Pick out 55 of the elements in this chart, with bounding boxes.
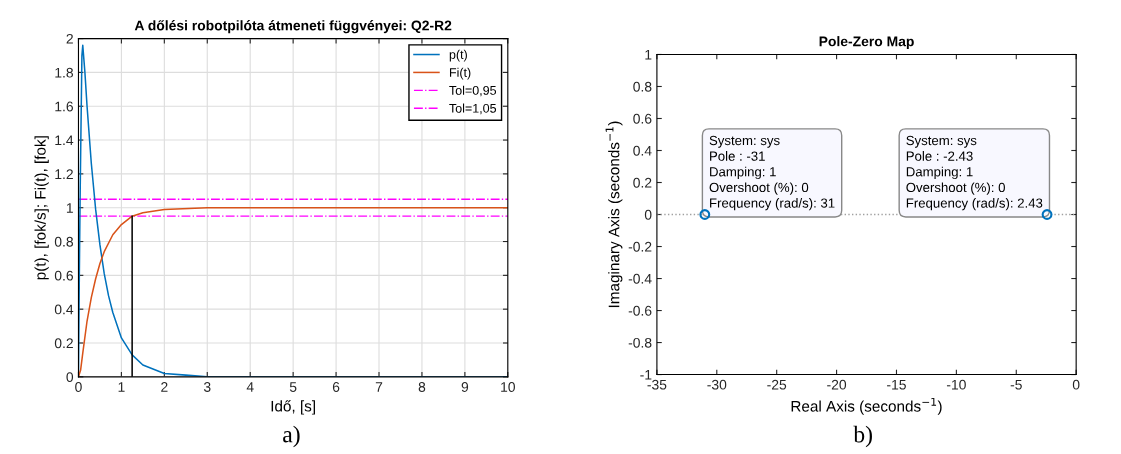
x-tick-label: 9	[461, 382, 469, 392]
x-tick-label: 2	[161, 382, 168, 392]
x-tick-label: 6	[332, 382, 340, 392]
x-tick-label: 5	[289, 382, 297, 392]
x-axis-title: Real Axis (seconds$^{−1}$)	[791, 397, 942, 415]
y-tick-label: 1.6	[55, 101, 73, 112]
y-tick-label: 1	[645, 49, 652, 60]
x-tick-label: 8	[418, 382, 426, 392]
legend-label: Fi(t)	[449, 67, 471, 80]
y-tick-label: 1.4	[55, 135, 74, 146]
x-tick-label: -20	[827, 379, 847, 390]
y-tick-label: -0.8	[628, 337, 652, 348]
y-tick-label: 1.2	[55, 169, 73, 179]
y-tick-label: 0.4	[633, 145, 652, 156]
x-tick-label: -25	[767, 379, 787, 390]
y-tick-label: -1	[640, 370, 652, 380]
y-tick-label: -0.4	[628, 273, 652, 284]
y-axis-title: p(t), [fok/s]; Fi(t), [fok]	[34, 136, 49, 280]
y-tick-label: 0.6	[633, 113, 652, 124]
x-tick-label: -35	[647, 379, 667, 390]
x-tick-label: -5	[1010, 379, 1022, 390]
y-axis-title: Imaginary Axis (seconds$^{−1}$)	[605, 121, 623, 308]
y-tick-label: -0.6	[628, 305, 652, 316]
x-tick-label: 4	[246, 382, 254, 392]
y-tick-label: 0.4	[54, 304, 74, 315]
y-tick-label: 0.2	[633, 177, 652, 188]
legend-label: Tol=1,05	[449, 103, 497, 115]
y-tick-label: 0.6	[54, 270, 73, 281]
y-tick-label: 0.8	[54, 236, 74, 247]
annotation: System: sys Pole : -2.43 Damping: 1 Overshoot (%): 0 Frequency (rad/s): 2.43	[906, 135, 1043, 211]
x-tick-label: 7	[375, 382, 383, 392]
y-tick-label: 0.8	[633, 81, 652, 92]
x-tick-label: -15	[887, 379, 906, 390]
x-tick-label: -10	[946, 379, 966, 390]
x-tick-label: 0	[75, 382, 82, 392]
chart-title: Pole-Zero Map	[819, 36, 914, 50]
y-tick-label: 1.8	[55, 67, 74, 78]
x-tick-label: -30	[707, 379, 727, 390]
y-tick-label: 0	[66, 372, 74, 382]
legend-label: Tol=0,95	[449, 85, 497, 97]
x-tick-label: 0	[1072, 379, 1080, 390]
y-tick-label: 0	[644, 209, 652, 220]
y-tick-label: 0.2	[54, 338, 73, 349]
text: b)	[853, 425, 872, 448]
y-tick-label: 1	[66, 203, 73, 213]
annotation: System: sys Pole : -31 Damping: 1 Overshoot (%): 0 Frequency (rad/s): 31	[709, 135, 835, 211]
x-axis-title: Idő, [s]	[271, 400, 315, 415]
text: a)	[283, 425, 300, 448]
legend-label: p(t)	[449, 49, 467, 62]
x-tick-label: 1	[118, 382, 125, 392]
chart-title: A dőlési robotpilóta átmeneti függvényei: Q2-R2	[134, 20, 452, 34]
x-tick-label: 3	[203, 382, 211, 392]
y-tick-label: 2	[66, 33, 73, 44]
x-tick-label: 10	[501, 382, 515, 392]
y-tick-label: -0.2	[628, 241, 652, 252]
